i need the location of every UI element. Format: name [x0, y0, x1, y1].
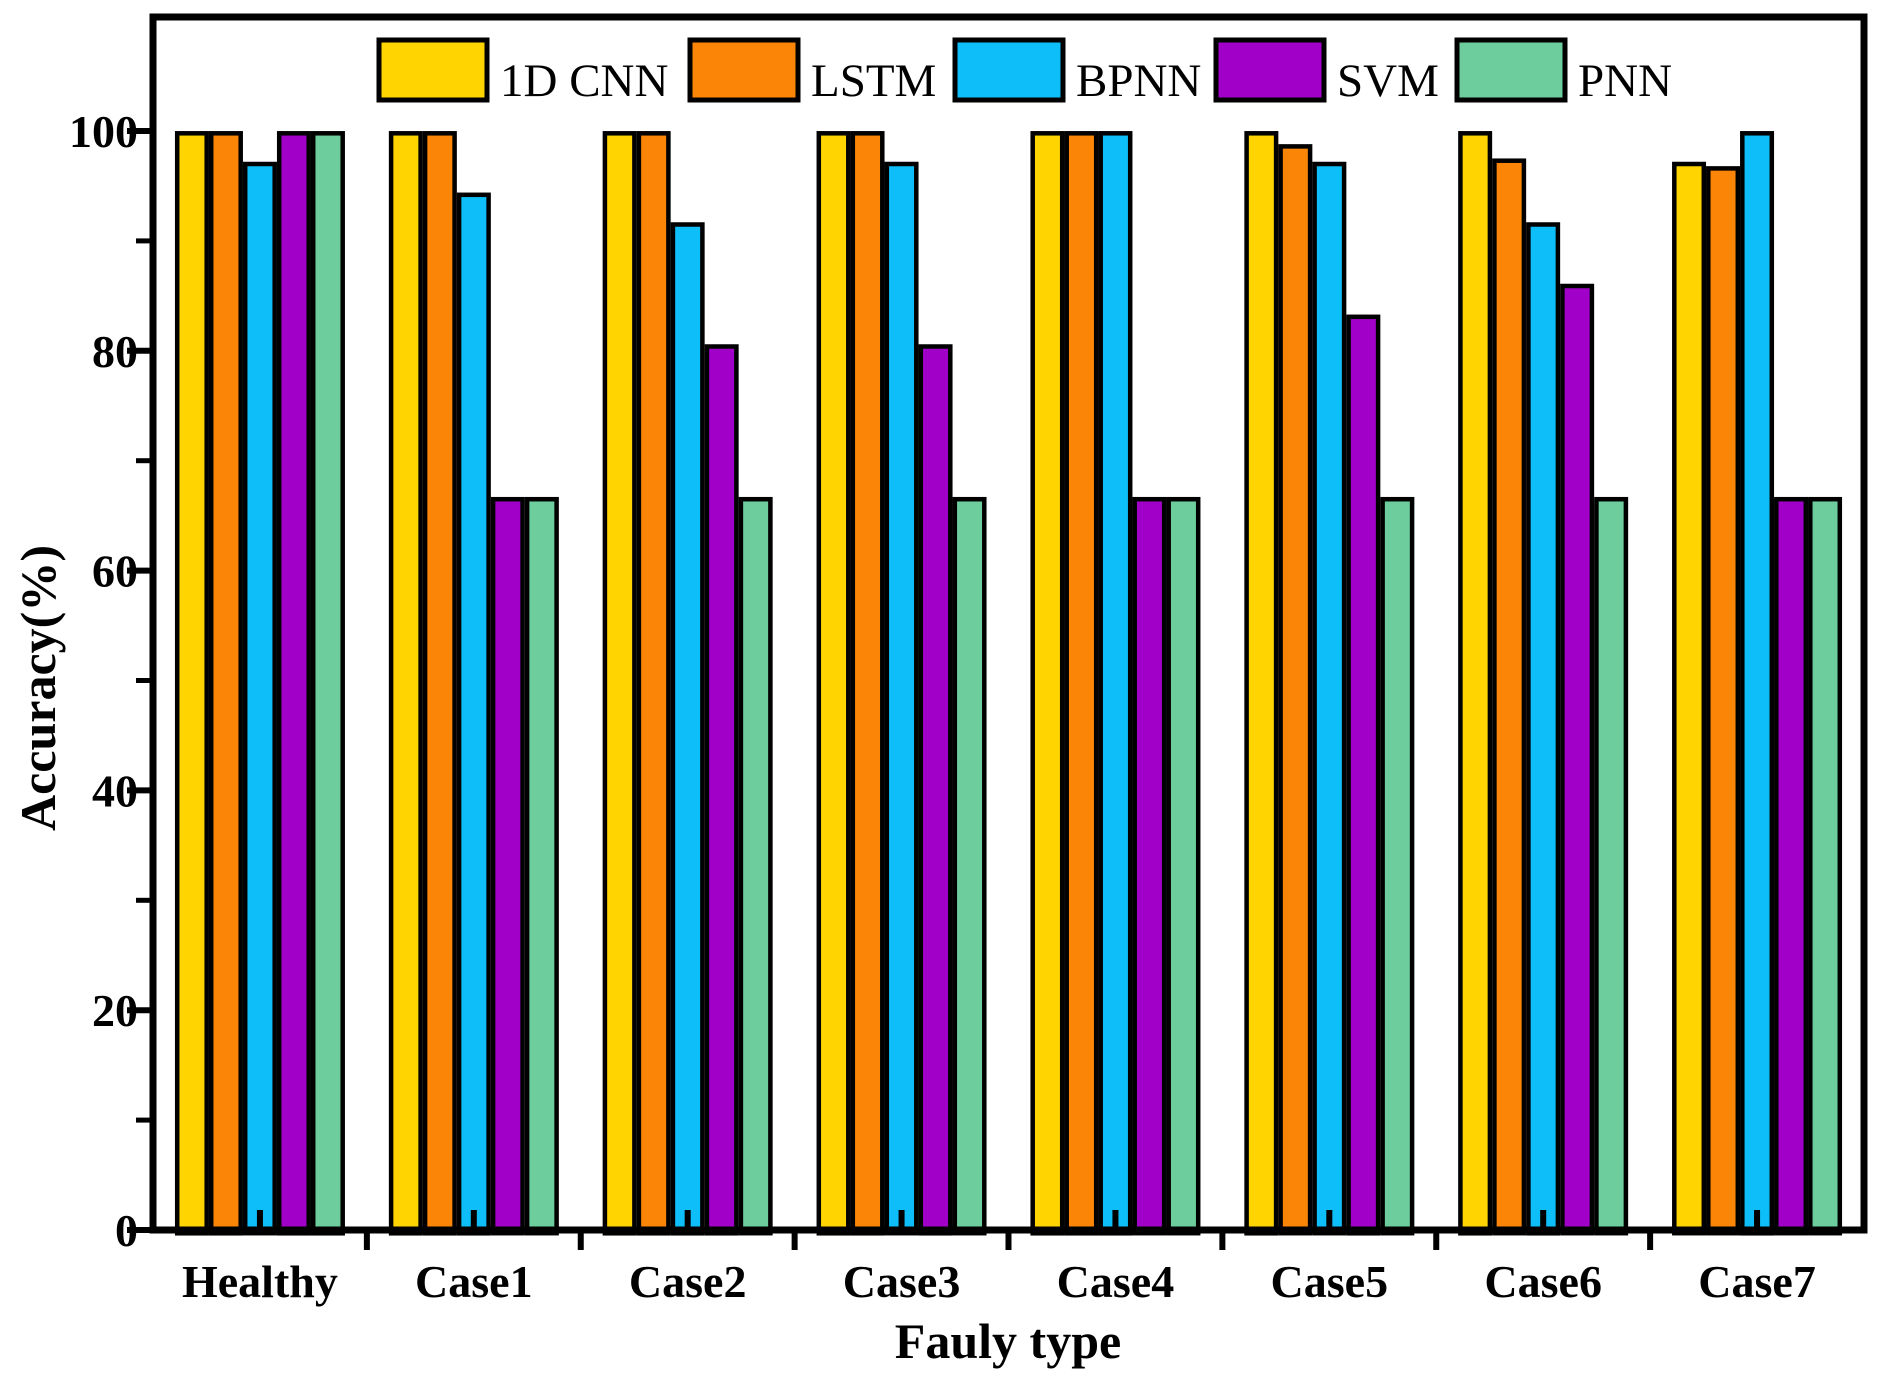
bar-pnn	[1166, 496, 1201, 1236]
legend-item-lstm: LSTM	[687, 37, 936, 107]
bar-pnn	[1380, 496, 1415, 1236]
legend-item-1d-cnn: 1D CNN	[376, 37, 668, 107]
bar-group-case6	[1458, 131, 1629, 1236]
legend-swatch	[1454, 37, 1568, 103]
bar-svm	[490, 496, 525, 1236]
bar-1d-cnn	[388, 131, 423, 1236]
bar-bpnn	[1526, 222, 1561, 1236]
x-category-label: Case7	[1698, 1256, 1816, 1307]
legend-swatch	[1213, 37, 1327, 103]
bar-bpnn	[1312, 161, 1347, 1236]
legend-label: BPNN	[1076, 55, 1201, 107]
bar-pnn	[524, 496, 559, 1236]
bar-pnn	[310, 131, 345, 1236]
bar-svm	[1346, 314, 1381, 1236]
bar-bpnn	[456, 192, 491, 1236]
bar-1d-cnn	[1672, 161, 1707, 1236]
legend: 1D CNN LSTM BPNN SVM PNN	[376, 37, 1672, 107]
ticks-layer	[127, 128, 1761, 1250]
bars-layer	[174, 131, 1843, 1236]
bar-group-case1	[388, 131, 559, 1236]
x-axis-title: Fauly type	[895, 1313, 1121, 1369]
bar-bpnn	[1740, 131, 1775, 1236]
legend-label: 1D CNN	[500, 55, 668, 107]
bar-svm	[1132, 496, 1167, 1236]
legend-item-pnn: PNN	[1454, 37, 1672, 107]
bar-group-case4	[1030, 131, 1201, 1236]
labels-layer: 0 20 40 60 80 100 Healthy Case1 Case2 Case3 Case4 C…	[69, 106, 1816, 1307]
legend-label: SVM	[1337, 55, 1439, 107]
bar-group-healthy	[174, 131, 345, 1236]
plot-frame	[149, 13, 1868, 1234]
y-tick-label: 40	[92, 765, 138, 816]
bar-lstm	[208, 131, 243, 1236]
bar-1d-cnn	[816, 131, 851, 1236]
bar-1d-cnn	[1458, 131, 1493, 1236]
bar-bpnn	[1098, 131, 1133, 1236]
legend-item-bpnn: BPNN	[952, 37, 1201, 107]
bar-group-case7	[1672, 131, 1843, 1236]
y-tick-label: 20	[92, 985, 138, 1036]
bar-1d-cnn	[602, 131, 637, 1236]
bar-lstm	[1278, 144, 1313, 1236]
bar-pnn	[1808, 496, 1843, 1236]
bar-bpnn	[242, 161, 277, 1236]
bar-pnn	[1594, 496, 1629, 1236]
bar-group-case5	[1244, 131, 1415, 1236]
bar-group-case3	[816, 131, 987, 1236]
x-category-label: Case4	[1057, 1256, 1175, 1307]
bar-bpnn	[670, 222, 705, 1236]
bar-1d-cnn	[174, 131, 209, 1236]
bar-lstm	[1706, 166, 1741, 1236]
bar-svm	[704, 344, 739, 1236]
x-category-label: Healthy	[182, 1256, 338, 1307]
bar-pnn	[738, 496, 773, 1236]
x-category-label: Case6	[1484, 1256, 1602, 1307]
y-tick-label: 100	[69, 106, 138, 157]
bar-lstm	[1492, 158, 1527, 1236]
bar-svm	[1560, 283, 1595, 1236]
bar-group-case2	[602, 131, 773, 1236]
bar-lstm	[422, 131, 457, 1236]
legend-item-svm: SVM	[1213, 37, 1439, 107]
bar-svm	[918, 344, 953, 1236]
legend-swatch	[687, 37, 801, 103]
y-tick-label: 80	[92, 326, 138, 377]
bar-svm	[276, 131, 311, 1236]
bar-lstm	[636, 131, 671, 1236]
x-category-label: Case1	[415, 1256, 533, 1307]
x-category-label: Case2	[629, 1256, 747, 1307]
bar-1d-cnn	[1030, 131, 1065, 1236]
y-tick-label: 60	[92, 546, 138, 597]
legend-swatch	[376, 37, 490, 103]
bar-lstm	[850, 131, 885, 1236]
x-category-label: Case5	[1271, 1256, 1389, 1307]
bar-lstm	[1064, 131, 1099, 1236]
bar-1d-cnn	[1244, 131, 1279, 1236]
bar-pnn	[952, 496, 987, 1236]
y-axis-title: Accuracy(%)	[10, 545, 66, 831]
legend-label: LSTM	[811, 55, 936, 107]
x-category-label: Case3	[843, 1256, 961, 1307]
bar-svm	[1774, 496, 1809, 1236]
legend-swatch	[952, 37, 1066, 103]
legend-label: PNN	[1578, 55, 1672, 107]
y-tick-label: 0	[115, 1205, 138, 1256]
bar-bpnn	[884, 161, 919, 1236]
